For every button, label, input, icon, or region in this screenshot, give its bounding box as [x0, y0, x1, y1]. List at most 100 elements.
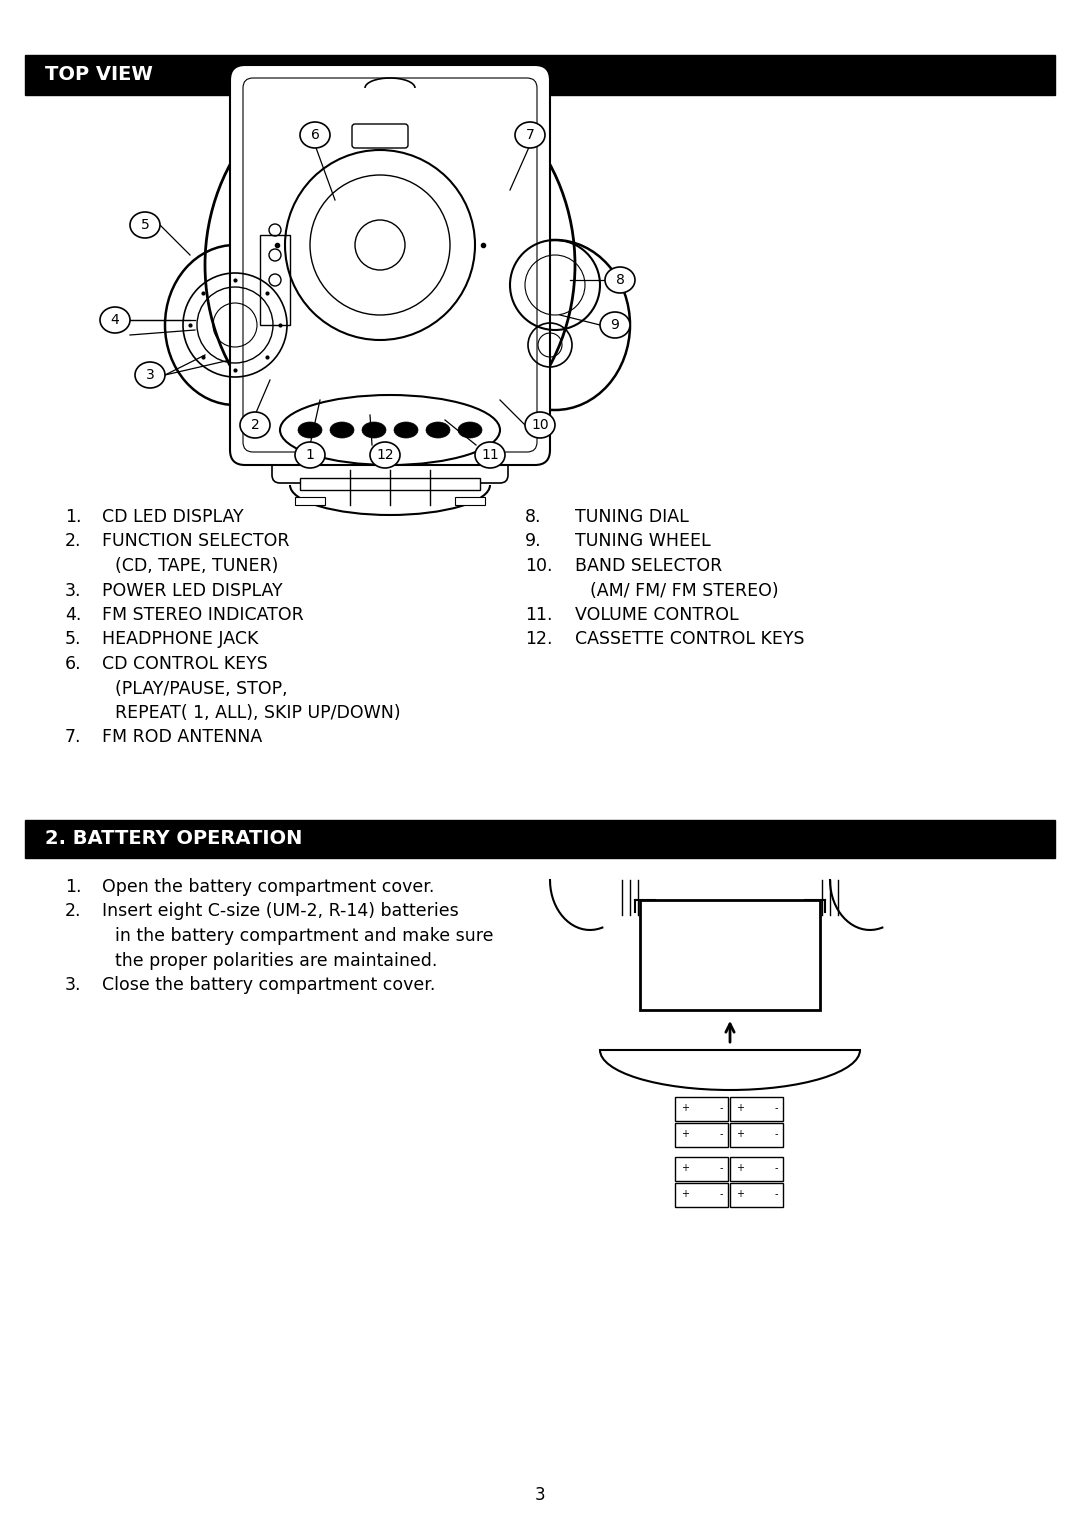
Text: Close the battery compartment cover.: Close the battery compartment cover.: [102, 976, 435, 994]
Text: 5.: 5.: [65, 631, 81, 649]
Text: -: -: [775, 1190, 779, 1199]
Text: (PLAY/PAUSE, STOP,: (PLAY/PAUSE, STOP,: [114, 680, 287, 698]
Text: 2.: 2.: [65, 533, 81, 551]
Text: 1.: 1.: [65, 508, 81, 525]
Text: +: +: [681, 1190, 689, 1199]
Text: 12: 12: [376, 447, 394, 463]
Ellipse shape: [362, 421, 386, 438]
Text: CD LED DISPLAY: CD LED DISPLAY: [102, 508, 244, 525]
Ellipse shape: [458, 421, 482, 438]
Ellipse shape: [600, 312, 630, 337]
Text: 11.: 11.: [525, 606, 553, 625]
Text: 8: 8: [616, 273, 624, 287]
Ellipse shape: [475, 441, 505, 467]
Text: 5: 5: [140, 218, 149, 232]
Text: 10.: 10.: [525, 557, 553, 576]
Text: TUNING DIAL: TUNING DIAL: [575, 508, 689, 525]
Text: -: -: [720, 1190, 724, 1199]
Text: 9: 9: [610, 318, 620, 331]
Text: CASSETTE CONTROL KEYS: CASSETTE CONTROL KEYS: [575, 631, 805, 649]
Text: 2: 2: [251, 418, 259, 432]
FancyBboxPatch shape: [230, 66, 550, 466]
Bar: [730, 1096, 783, 1121]
Ellipse shape: [394, 421, 418, 438]
Text: the proper polarities are maintained.: the proper polarities are maintained.: [114, 951, 437, 970]
Bar: [455, 496, 485, 505]
Text: -: -: [775, 1102, 779, 1113]
Bar: [730, 1157, 783, 1180]
Ellipse shape: [300, 122, 330, 148]
Text: +: +: [735, 1190, 744, 1199]
Text: 3: 3: [535, 1486, 545, 1504]
Text: VOLUME CONTROL: VOLUME CONTROL: [575, 606, 739, 625]
Text: FUNCTION SELECTOR: FUNCTION SELECTOR: [102, 533, 289, 551]
Bar: [300, 478, 480, 490]
Text: CD CONTROL KEYS: CD CONTROL KEYS: [102, 655, 268, 673]
Text: 8.: 8.: [525, 508, 541, 525]
Text: 6: 6: [311, 128, 320, 142]
Text: 4.: 4.: [65, 606, 81, 625]
Text: 10: 10: [531, 418, 549, 432]
Bar: [260, 235, 291, 325]
Text: POWER LED DISPLAY: POWER LED DISPLAY: [102, 582, 283, 600]
Text: +: +: [735, 1164, 744, 1173]
Text: 1: 1: [306, 447, 314, 463]
Ellipse shape: [330, 421, 354, 438]
Text: TUNING WHEEL: TUNING WHEEL: [575, 533, 711, 551]
Text: FM ROD ANTENNA: FM ROD ANTENNA: [102, 728, 262, 747]
Text: 7.: 7.: [65, 728, 81, 747]
Ellipse shape: [426, 421, 450, 438]
Ellipse shape: [515, 122, 545, 148]
Bar: [675, 1096, 728, 1121]
Text: -: -: [775, 1164, 779, 1173]
Ellipse shape: [295, 441, 325, 467]
Text: +: +: [735, 1128, 744, 1139]
Text: 4: 4: [110, 313, 120, 327]
Bar: [25, 55, 1055, 95]
Text: BAND SELECTOR: BAND SELECTOR: [575, 557, 723, 576]
FancyBboxPatch shape: [272, 402, 508, 483]
Bar: [675, 1183, 728, 1206]
Text: 2.: 2.: [65, 902, 81, 921]
Text: 2. BATTERY OPERATION: 2. BATTERY OPERATION: [45, 829, 302, 849]
Text: 11: 11: [481, 447, 499, 463]
Text: REPEAT( 1, ALL), SKIP UP/DOWN): REPEAT( 1, ALL), SKIP UP/DOWN): [114, 704, 401, 722]
Ellipse shape: [298, 421, 322, 438]
Text: 12.: 12.: [525, 631, 553, 649]
Bar: [295, 496, 325, 505]
Text: 6.: 6.: [65, 655, 82, 673]
Text: (AM/ FM/ FM STEREO): (AM/ FM/ FM STEREO): [590, 582, 779, 600]
Ellipse shape: [605, 267, 635, 293]
Text: -: -: [720, 1128, 724, 1139]
Bar: [675, 1157, 728, 1180]
Text: TOP VIEW: TOP VIEW: [45, 66, 153, 84]
Ellipse shape: [525, 412, 555, 438]
Text: -: -: [775, 1128, 779, 1139]
Ellipse shape: [130, 212, 160, 238]
Text: 9.: 9.: [525, 533, 542, 551]
Ellipse shape: [240, 412, 270, 438]
Text: FM STEREO INDICATOR: FM STEREO INDICATOR: [102, 606, 303, 625]
Text: Insert eight C-size (UM-2, R-14) batteries: Insert eight C-size (UM-2, R-14) batteri…: [102, 902, 459, 921]
Bar: [25, 820, 1055, 858]
Text: Open the battery compartment cover.: Open the battery compartment cover.: [102, 878, 434, 896]
Text: 3.: 3.: [65, 582, 81, 600]
Text: in the battery compartment and make sure: in the battery compartment and make sure: [114, 927, 494, 945]
Text: (CD, TAPE, TUNER): (CD, TAPE, TUNER): [114, 557, 279, 576]
Text: +: +: [681, 1164, 689, 1173]
Ellipse shape: [280, 395, 500, 466]
Ellipse shape: [370, 441, 400, 467]
Text: HEADPHONE JACK: HEADPHONE JACK: [102, 631, 258, 649]
Bar: [640, 899, 820, 1009]
Text: -: -: [720, 1102, 724, 1113]
Text: +: +: [681, 1102, 689, 1113]
Text: 3: 3: [146, 368, 154, 382]
Text: 1.: 1.: [65, 878, 81, 896]
Ellipse shape: [100, 307, 130, 333]
Bar: [730, 1183, 783, 1206]
Text: 3.: 3.: [65, 976, 81, 994]
Ellipse shape: [135, 362, 165, 388]
Text: +: +: [681, 1128, 689, 1139]
Text: -: -: [720, 1164, 724, 1173]
Text: 7: 7: [526, 128, 535, 142]
